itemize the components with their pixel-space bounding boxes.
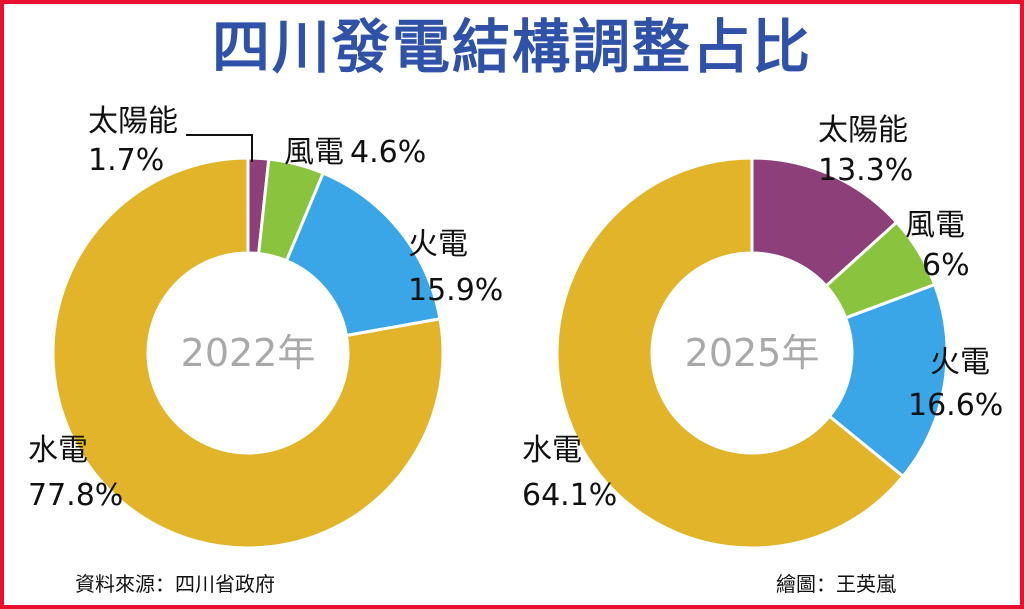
label-hydro-name-2022: 水電 (28, 433, 88, 468)
label-thermal-name-2022: 火電 (408, 227, 468, 262)
label-hydro-value-2022: 77.8% (28, 478, 123, 513)
slice-thermal-2025 (827, 283, 949, 478)
label-wind-name-2025: 風電 (905, 208, 965, 243)
label-solar-value-2022: 1.7% (88, 143, 164, 178)
donut-chart-2022 (51, 156, 445, 550)
slice-hydro-2025 (555, 156, 905, 550)
label-solar-name-2022: 太陽能 (88, 104, 178, 139)
label-thermal-value-2025: 16.6% (908, 388, 1003, 423)
label-thermal-value-2022: 15.9% (408, 273, 503, 308)
label-wind-value-2025: 6% (922, 248, 970, 283)
source-note: 資料來源：四川省政府 (75, 572, 275, 596)
label-solar-name-2025: 太陽能 (818, 113, 908, 148)
label-hydro-name-2025: 水電 (522, 433, 582, 468)
label-wind-value-2022: 4.6% (350, 135, 426, 170)
label-thermal-name-2025: 火電 (930, 345, 990, 380)
credit-note: 繪圖：王英嵐 (776, 572, 896, 596)
slice-thermal-2022 (285, 171, 442, 337)
label-solar-value-2025: 13.3% (818, 153, 913, 188)
year-label-2025: 2025年 (685, 331, 820, 375)
label-hydro-value-2025: 64.1% (522, 478, 617, 513)
page-title: 四川發電結構調整占比 (211, 13, 812, 81)
year-label-2022: 2022年 (181, 331, 316, 375)
slice-hydro-2022 (51, 156, 445, 550)
donut-chart-2025 (555, 156, 949, 550)
solar-leader-line-2022 (186, 134, 253, 162)
label-wind-name-2022: 風電 (284, 135, 344, 170)
